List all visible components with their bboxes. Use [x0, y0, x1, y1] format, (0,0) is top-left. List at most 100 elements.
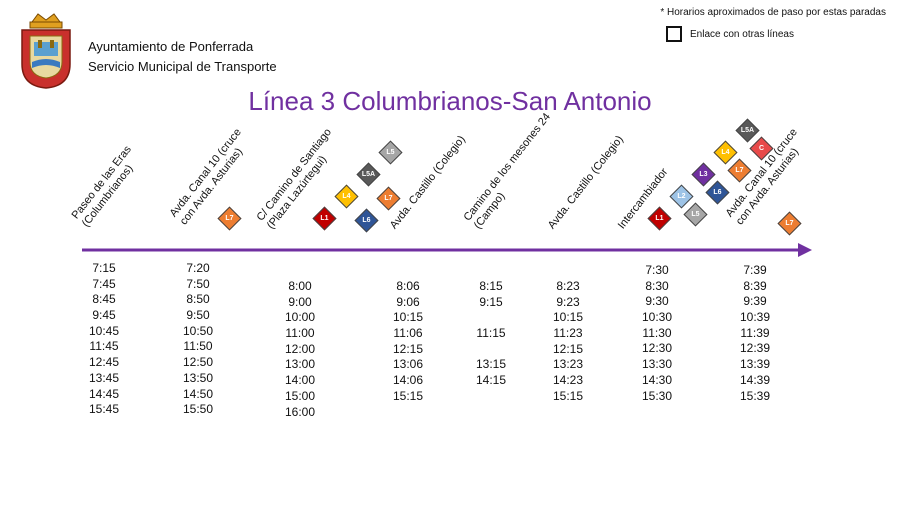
schedule-time: 13:15	[475, 357, 507, 372]
schedule-time: 13:06	[392, 357, 424, 372]
schedule-note: * Horarios aproximados de paso por estas…	[660, 7, 886, 18]
schedule-time: 12:15	[392, 341, 424, 356]
stop-label-line: Avda. Canal 10 (cruce	[167, 126, 244, 220]
schedule-column: 8:06 9:06 10:15 11:06 12:15 13:06 14:06 15:15	[378, 279, 438, 420]
schedule-time: 9:45	[92, 308, 116, 323]
schedule-time: 15:15	[552, 388, 584, 403]
line-badge-label: C	[758, 145, 765, 152]
schedule-column: 8:23 9:23 10:15 11:23 12:15 13:23 14:23 15:15	[538, 279, 598, 420]
schedule-column: 7:30 8:30 9:30 10:30 11:30 12:30 13:30 14:30 15:…	[627, 263, 687, 420]
schedule-time: 14:23	[552, 373, 584, 388]
stop-label-line: Avda. Castillo (Colegio)	[545, 133, 626, 232]
schedule-time: 14:15	[475, 373, 507, 388]
stop-label-line: (Campo)	[471, 190, 508, 232]
line-badge: L7	[376, 186, 401, 211]
schedule-time	[538, 405, 598, 421]
line-badge: L6	[354, 208, 379, 233]
schedule-time: 15:15	[392, 388, 424, 403]
schedule-time: 11:50	[183, 339, 213, 354]
line-badge: L4	[713, 140, 738, 165]
schedule-time: 15:30	[641, 388, 673, 403]
stop-label: Paseo de las Eras (Columbrianos)	[70, 144, 145, 230]
line-badge: L2	[669, 184, 694, 209]
schedule-time: 9:23	[556, 294, 580, 309]
schedule-time: 8:39	[743, 278, 767, 293]
ponferrada-crest-icon	[21, 13, 71, 89]
line-badge-label: L7	[384, 195, 393, 202]
schedule-time: 9:39	[743, 294, 767, 309]
schedule-column: 7:20 7:50 8:50 9:50 10:50 11:50 12:50 13:50 14:5…	[168, 261, 228, 418]
line-badge: L5	[378, 140, 403, 165]
line-badge-label: L5A	[740, 127, 755, 134]
line-badge-label: L4	[342, 193, 351, 200]
line-badge-label: L7	[735, 167, 744, 174]
line-badge: L6	[705, 180, 730, 205]
schedule-time: 14:50	[182, 386, 214, 401]
line-badge-label: L5	[691, 211, 700, 218]
line-badge-label: L7	[785, 220, 794, 227]
schedule-time: 8:15	[479, 279, 503, 293]
stop-label-line: Avda. Castillo (Colegio)	[387, 133, 468, 232]
schedule-time: 9:06	[396, 294, 420, 309]
schedule-time: 11:30	[642, 325, 672, 340]
schedule-time: 9:50	[186, 308, 210, 323]
schedule-time	[725, 404, 785, 420]
schedule-time: 15:00	[284, 388, 316, 403]
schedule-time: 10:15	[392, 310, 424, 325]
line-badge: L5A	[356, 162, 381, 187]
schedule-time: 13:00	[284, 357, 316, 372]
schedule-time: 10:39	[739, 310, 771, 325]
stop-label: Camino de los mesones 24 (Campo)	[462, 111, 565, 232]
line-badge: L1	[647, 206, 672, 231]
line-badge: L4	[334, 184, 359, 209]
schedule-time: 14:00	[284, 373, 316, 388]
schedule-time: 8:50	[186, 292, 210, 307]
line-badge-label: L2	[677, 193, 686, 200]
stop-label: Avda. Canal 10 (cruce con Avda. Asturias)	[168, 126, 255, 228]
line-badge: L3	[691, 162, 716, 187]
schedule-time: 7:15	[92, 261, 116, 275]
schedule-time: 11:06	[393, 326, 423, 341]
stop-label: Avda. Castillo (Colegio)	[546, 134, 627, 232]
schedule-time: 10:30	[641, 310, 673, 325]
schedule-time: 14:39	[739, 372, 771, 387]
schedule-time: 12:00	[284, 341, 316, 356]
legend-label: Enlace con otras líneas	[690, 28, 794, 40]
schedule-time: 10:00	[284, 310, 316, 325]
schedule-time: 11:00	[285, 326, 315, 341]
schedule-time: 15:50	[182, 402, 214, 417]
schedule-time: 8:45	[92, 292, 116, 307]
schedule-time: 12:30	[641, 341, 673, 356]
line-badge-label: L6	[362, 217, 371, 224]
schedule-time: 8:23	[556, 279, 580, 293]
schedule-time: 15:45	[88, 402, 120, 417]
schedule-time: 7:45	[92, 276, 116, 291]
stop-label-line: Camino de los mesones 24	[461, 110, 554, 224]
line-badge: L5	[683, 202, 708, 227]
schedule-column: 7:39 8:39 9:39 10:39 11:39 12:39 13:39 14:39 15:…	[725, 263, 785, 420]
schedule-time: 10:50	[182, 323, 214, 338]
schedule-time	[627, 404, 687, 420]
schedule-time: 9:30	[645, 294, 669, 309]
line-badge-label: L7	[225, 215, 234, 222]
schedule-time: 9:00	[288, 294, 312, 309]
line-badge-label: L1	[655, 215, 664, 222]
legend: Enlace con otras líneas	[666, 26, 794, 42]
schedule-time: 11:39	[740, 325, 770, 340]
schedule-time: 16:00	[284, 404, 316, 419]
schedule-time: 12:15	[552, 341, 584, 356]
schedule-time: 11:15	[476, 326, 506, 341]
schedule-time: 13:23	[552, 357, 584, 372]
schedule-time: 8:06	[396, 279, 420, 293]
schedule-column: 8:15 9:15 11:15 13:15 14:15	[461, 279, 521, 420]
line-badge: L7	[777, 211, 802, 236]
schedule-time: 7:39	[743, 263, 767, 277]
line-badge-label: L1	[320, 215, 329, 222]
line-badge-label: L3	[699, 171, 708, 178]
schedule-time	[461, 342, 521, 358]
schedule-time: 12:50	[182, 355, 214, 370]
schedule-time: 12:45	[88, 355, 120, 370]
line-badge-label: L5	[386, 149, 395, 156]
line-badge-label: L5A	[361, 171, 376, 178]
schedule-time: 10:15	[552, 310, 584, 325]
